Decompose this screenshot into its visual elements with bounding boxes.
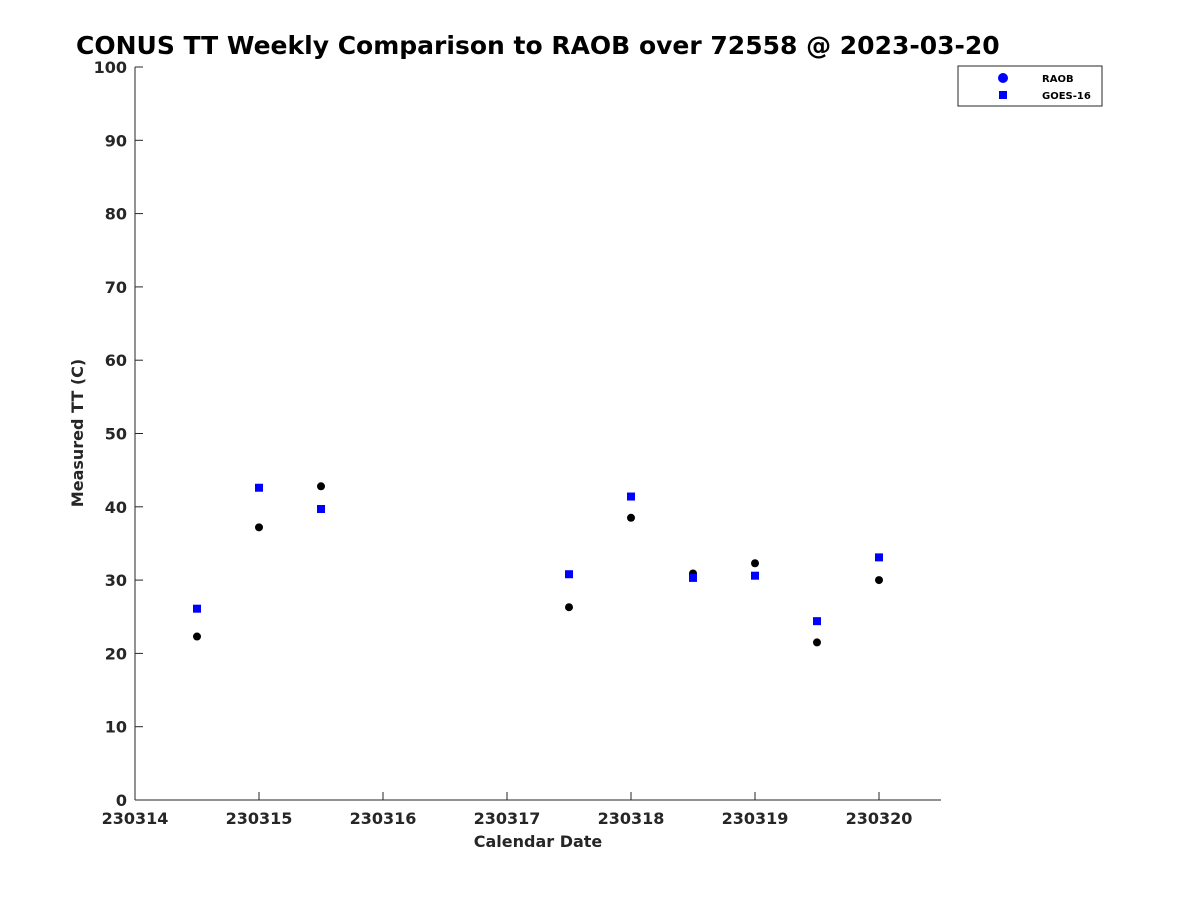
goes-16-point xyxy=(627,492,635,501)
goes-16-point xyxy=(193,604,201,613)
x-tick-label: 230315 xyxy=(226,809,293,828)
y-ticks: 0 10 20 30 40 50 60 70 80 90 100 xyxy=(94,58,143,810)
y-tick-label: 60 xyxy=(105,351,127,370)
y-tick-label: 100 xyxy=(94,58,127,77)
x-tick-label: 230317 xyxy=(474,809,541,828)
series-goes-16 xyxy=(193,483,883,626)
y-tick-label: 20 xyxy=(105,644,127,663)
legend: RAOB GOES-16 xyxy=(957,65,1103,107)
chart-title: CONUS TT Weekly Comparison to RAOB over … xyxy=(76,31,1000,60)
goes-16-point xyxy=(255,483,263,492)
legend-label: RAOB xyxy=(1042,74,1074,85)
legend-box xyxy=(957,65,1103,107)
legend-marker-goes-16 xyxy=(999,91,1007,99)
legend-marker-raob xyxy=(998,73,1008,83)
x-tick-label: 230319 xyxy=(722,809,789,828)
raob-point xyxy=(565,603,573,612)
goes-16-point xyxy=(565,570,573,579)
raob-point xyxy=(255,523,263,532)
data-points xyxy=(193,482,883,647)
y-tick-label: 10 xyxy=(105,718,127,737)
y-tick-label: 40 xyxy=(105,498,127,517)
y-axis-label: Measured TT (C) xyxy=(68,359,87,507)
raob-point xyxy=(875,576,883,585)
raob-point xyxy=(317,482,325,491)
x-tick-label: 230314 xyxy=(102,809,169,828)
goes-16-point xyxy=(813,617,821,626)
x-tick-label: 230318 xyxy=(598,809,665,828)
goes-16-point xyxy=(689,573,697,582)
goes-16-point xyxy=(875,553,883,562)
y-tick-label: 0 xyxy=(116,791,127,810)
y-tick-label: 70 xyxy=(105,278,127,297)
raob-point xyxy=(751,559,759,568)
series-raob xyxy=(193,482,883,647)
y-tick-label: 30 xyxy=(105,571,127,590)
raob-point xyxy=(193,632,201,641)
legend-label: GOES-16 xyxy=(1042,91,1091,102)
x-axis-label: Calendar Date xyxy=(474,832,603,851)
goes-16-point xyxy=(751,571,759,580)
y-tick-label: 80 xyxy=(105,205,127,224)
raob-point xyxy=(627,513,635,522)
x-tick-label: 230316 xyxy=(350,809,417,828)
x-tick-label: 230320 xyxy=(846,809,913,828)
goes-16-point xyxy=(317,504,325,513)
x-ticks: 230314 230315 230316 230317 230318 230319 2303… xyxy=(102,792,913,828)
plot-area xyxy=(134,67,941,801)
raob-point xyxy=(813,638,821,647)
y-tick-label: 90 xyxy=(105,131,127,150)
y-tick-label: 50 xyxy=(105,425,127,444)
